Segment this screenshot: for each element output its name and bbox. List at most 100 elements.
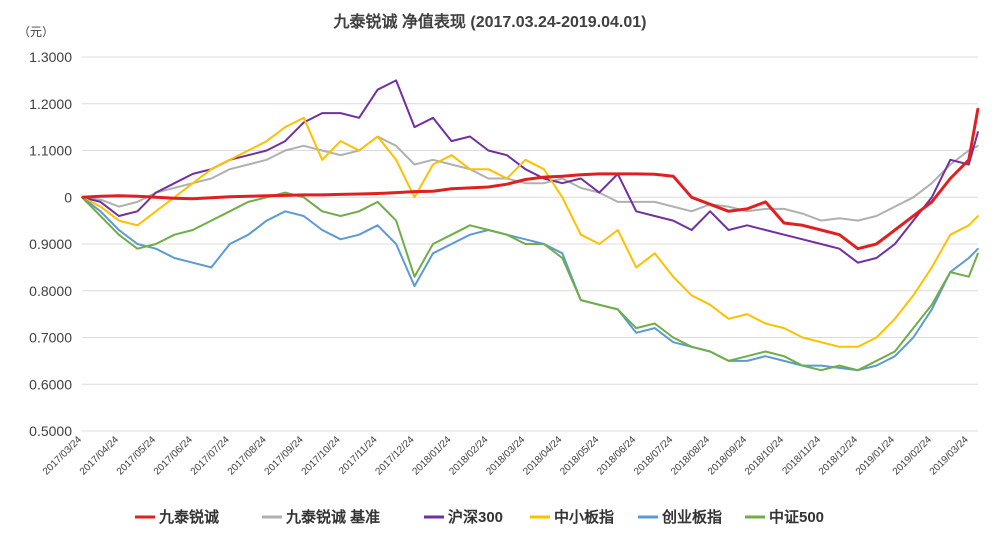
data-point bbox=[949, 271, 952, 273]
data-point bbox=[192, 229, 194, 231]
data-point bbox=[339, 154, 342, 156]
data-point bbox=[949, 233, 952, 236]
data-point bbox=[580, 187, 582, 189]
series-line bbox=[81, 196, 979, 372]
data-point bbox=[875, 243, 878, 245]
data-point bbox=[136, 243, 139, 245]
data-point bbox=[912, 327, 915, 329]
data-point bbox=[265, 140, 268, 142]
data-point bbox=[709, 350, 711, 353]
legend-label: 中小板指 bbox=[554, 508, 614, 526]
data-point bbox=[746, 210, 748, 213]
data-point bbox=[469, 168, 471, 170]
data-point bbox=[450, 188, 453, 190]
data-point bbox=[912, 336, 915, 339]
data-point bbox=[894, 318, 896, 320]
data-point bbox=[450, 233, 453, 236]
data-point bbox=[635, 332, 638, 334]
data-point bbox=[155, 210, 157, 213]
data-point bbox=[155, 191, 157, 194]
data-point bbox=[931, 182, 933, 185]
data-point bbox=[395, 79, 397, 82]
data-point bbox=[506, 177, 508, 180]
data-point bbox=[450, 163, 453, 166]
data-point bbox=[524, 243, 527, 245]
data-point bbox=[413, 196, 416, 199]
data-point bbox=[506, 233, 508, 236]
data-point bbox=[783, 222, 785, 224]
data-point bbox=[136, 210, 139, 213]
data-point bbox=[99, 198, 102, 201]
data-point bbox=[487, 168, 490, 170]
data-point bbox=[302, 116, 305, 119]
data-point bbox=[838, 247, 841, 250]
data-point bbox=[653, 173, 656, 176]
series-line bbox=[81, 191, 979, 372]
data-point bbox=[524, 168, 527, 170]
data-point bbox=[727, 360, 730, 362]
data-point bbox=[690, 294, 693, 297]
data-point bbox=[395, 145, 397, 147]
data-point bbox=[524, 182, 527, 185]
legend-label: 创业板指 bbox=[661, 508, 722, 526]
data-point bbox=[339, 238, 342, 241]
data-point bbox=[875, 336, 878, 339]
data-point bbox=[155, 247, 157, 250]
data-point bbox=[764, 229, 767, 231]
data-point bbox=[746, 208, 748, 210]
data-point bbox=[210, 168, 213, 170]
data-point bbox=[931, 266, 933, 269]
data-point bbox=[616, 229, 619, 231]
data-point bbox=[339, 112, 342, 114]
data-point bbox=[339, 193, 342, 196]
data-point bbox=[413, 126, 416, 128]
data-point bbox=[284, 210, 287, 213]
data-point bbox=[635, 327, 638, 329]
data-point bbox=[376, 224, 379, 227]
data-point bbox=[672, 275, 674, 278]
legend-label: 九泰锐诚 bbox=[158, 508, 219, 526]
data-point bbox=[912, 219, 915, 222]
data-point bbox=[432, 163, 434, 166]
data-point bbox=[977, 247, 979, 250]
data-point bbox=[173, 197, 176, 199]
data-point bbox=[302, 194, 305, 196]
data-point bbox=[173, 187, 176, 189]
data-point bbox=[321, 149, 323, 152]
data-point bbox=[192, 261, 194, 264]
y-tick-label: 1.2000 bbox=[29, 96, 72, 112]
data-point bbox=[302, 196, 305, 199]
data-point bbox=[432, 159, 434, 161]
data-point bbox=[302, 145, 305, 147]
data-point bbox=[672, 336, 674, 339]
data-point bbox=[265, 195, 268, 197]
data-point bbox=[709, 203, 711, 206]
data-point bbox=[524, 238, 527, 241]
data-point bbox=[395, 159, 397, 161]
data-point bbox=[746, 360, 748, 362]
data-point bbox=[931, 196, 933, 199]
data-point bbox=[690, 210, 693, 213]
data-point bbox=[912, 215, 915, 217]
series-line bbox=[81, 79, 979, 264]
data-point bbox=[616, 173, 619, 175]
data-point bbox=[339, 215, 342, 217]
data-point bbox=[746, 224, 748, 227]
data-point bbox=[284, 191, 287, 194]
data-point bbox=[653, 201, 656, 203]
data-point bbox=[727, 318, 730, 320]
data-point bbox=[561, 175, 564, 178]
data-point bbox=[284, 140, 287, 142]
y-tick-label: 0.8000 bbox=[29, 283, 72, 299]
data-point bbox=[801, 224, 804, 227]
data-point bbox=[727, 205, 730, 208]
data-point bbox=[321, 210, 323, 213]
data-point bbox=[616, 201, 619, 203]
data-point bbox=[709, 210, 711, 213]
data-point bbox=[764, 322, 767, 325]
data-point bbox=[469, 233, 471, 236]
data-point bbox=[192, 173, 194, 175]
data-point bbox=[228, 168, 231, 170]
data-point bbox=[949, 159, 952, 161]
x-tick-label: 2019/03/24 bbox=[928, 434, 971, 477]
